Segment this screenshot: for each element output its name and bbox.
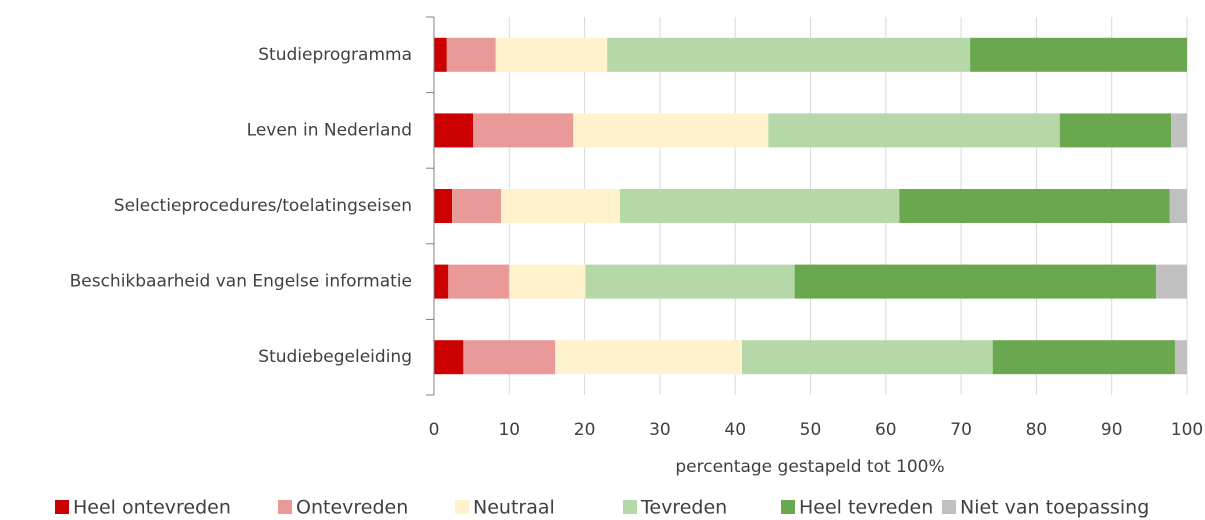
legend-swatch [781, 500, 795, 514]
bar-segment [607, 37, 971, 72]
x-tick-label: 30 [649, 420, 671, 440]
bar-segment [434, 37, 447, 72]
x-tick-label: 70 [950, 420, 972, 440]
legend-swatch [278, 500, 292, 514]
bar-segment [473, 113, 574, 148]
y-tick-label: Beschikbaarheid van Engelse informatie [70, 272, 412, 292]
x-tick-label: 100 [1171, 420, 1203, 440]
bar-segment [1174, 340, 1187, 375]
y-tick-label: Studiebegeleiding [258, 347, 412, 367]
y-tick-label: Studieprogramma [258, 45, 412, 65]
bar-segment [768, 113, 1060, 148]
bar-segment [434, 189, 453, 223]
x-tick-label: 40 [724, 420, 746, 440]
legend-swatch [455, 500, 469, 514]
bar-segment [585, 264, 795, 299]
x-tick-label: 10 [498, 420, 520, 440]
bar-segment [434, 113, 474, 148]
legend-label: Ontevreden [296, 497, 408, 519]
bar-segment [794, 264, 1157, 299]
bar-segment [1171, 113, 1187, 148]
bar-segment [434, 340, 464, 375]
bar-segment [555, 340, 742, 375]
bar-segment [1059, 113, 1172, 148]
bar-segment [501, 189, 620, 223]
legend-label: Niet van toepassing [960, 497, 1149, 519]
x-tick-label: 90 [1101, 420, 1123, 440]
bar-segment [899, 189, 1170, 223]
x-tick-label: 50 [800, 420, 822, 440]
legend-label: Heel ontevreden [73, 497, 231, 519]
bar-segment [992, 340, 1175, 375]
legend-label: Neutraal [473, 497, 555, 519]
y-tick-label: Leven in Nederland [247, 120, 412, 140]
bar-segment [619, 189, 900, 223]
bar-segment [1156, 264, 1187, 299]
bar-segment [434, 264, 449, 299]
legend-swatch [55, 500, 69, 514]
x-tick-label: 0 [429, 420, 440, 440]
x-tick-label: 80 [1026, 420, 1048, 440]
legend-swatch [942, 500, 956, 514]
y-tick-label: Selectieprocedures/toelatingseisen [114, 196, 412, 216]
legend-label: Heel tevreden [799, 497, 933, 519]
bar-segment [446, 37, 496, 72]
bar-segment [452, 189, 502, 223]
bar-segment [448, 264, 510, 299]
bar-segment [741, 340, 993, 375]
bar-segment [970, 37, 1187, 72]
bar-segment [509, 264, 586, 299]
x-tick-label: 20 [574, 420, 596, 440]
x-axis-label: percentage gestapeld tot 100% [675, 457, 944, 477]
legend-label: Tevreden [640, 497, 727, 519]
legend-swatch [623, 500, 637, 514]
bar-segment [1169, 189, 1187, 223]
bar-segment [463, 340, 556, 375]
x-tick-label: 60 [875, 420, 897, 440]
bar-segment [573, 113, 769, 148]
bar-segment [495, 37, 608, 72]
